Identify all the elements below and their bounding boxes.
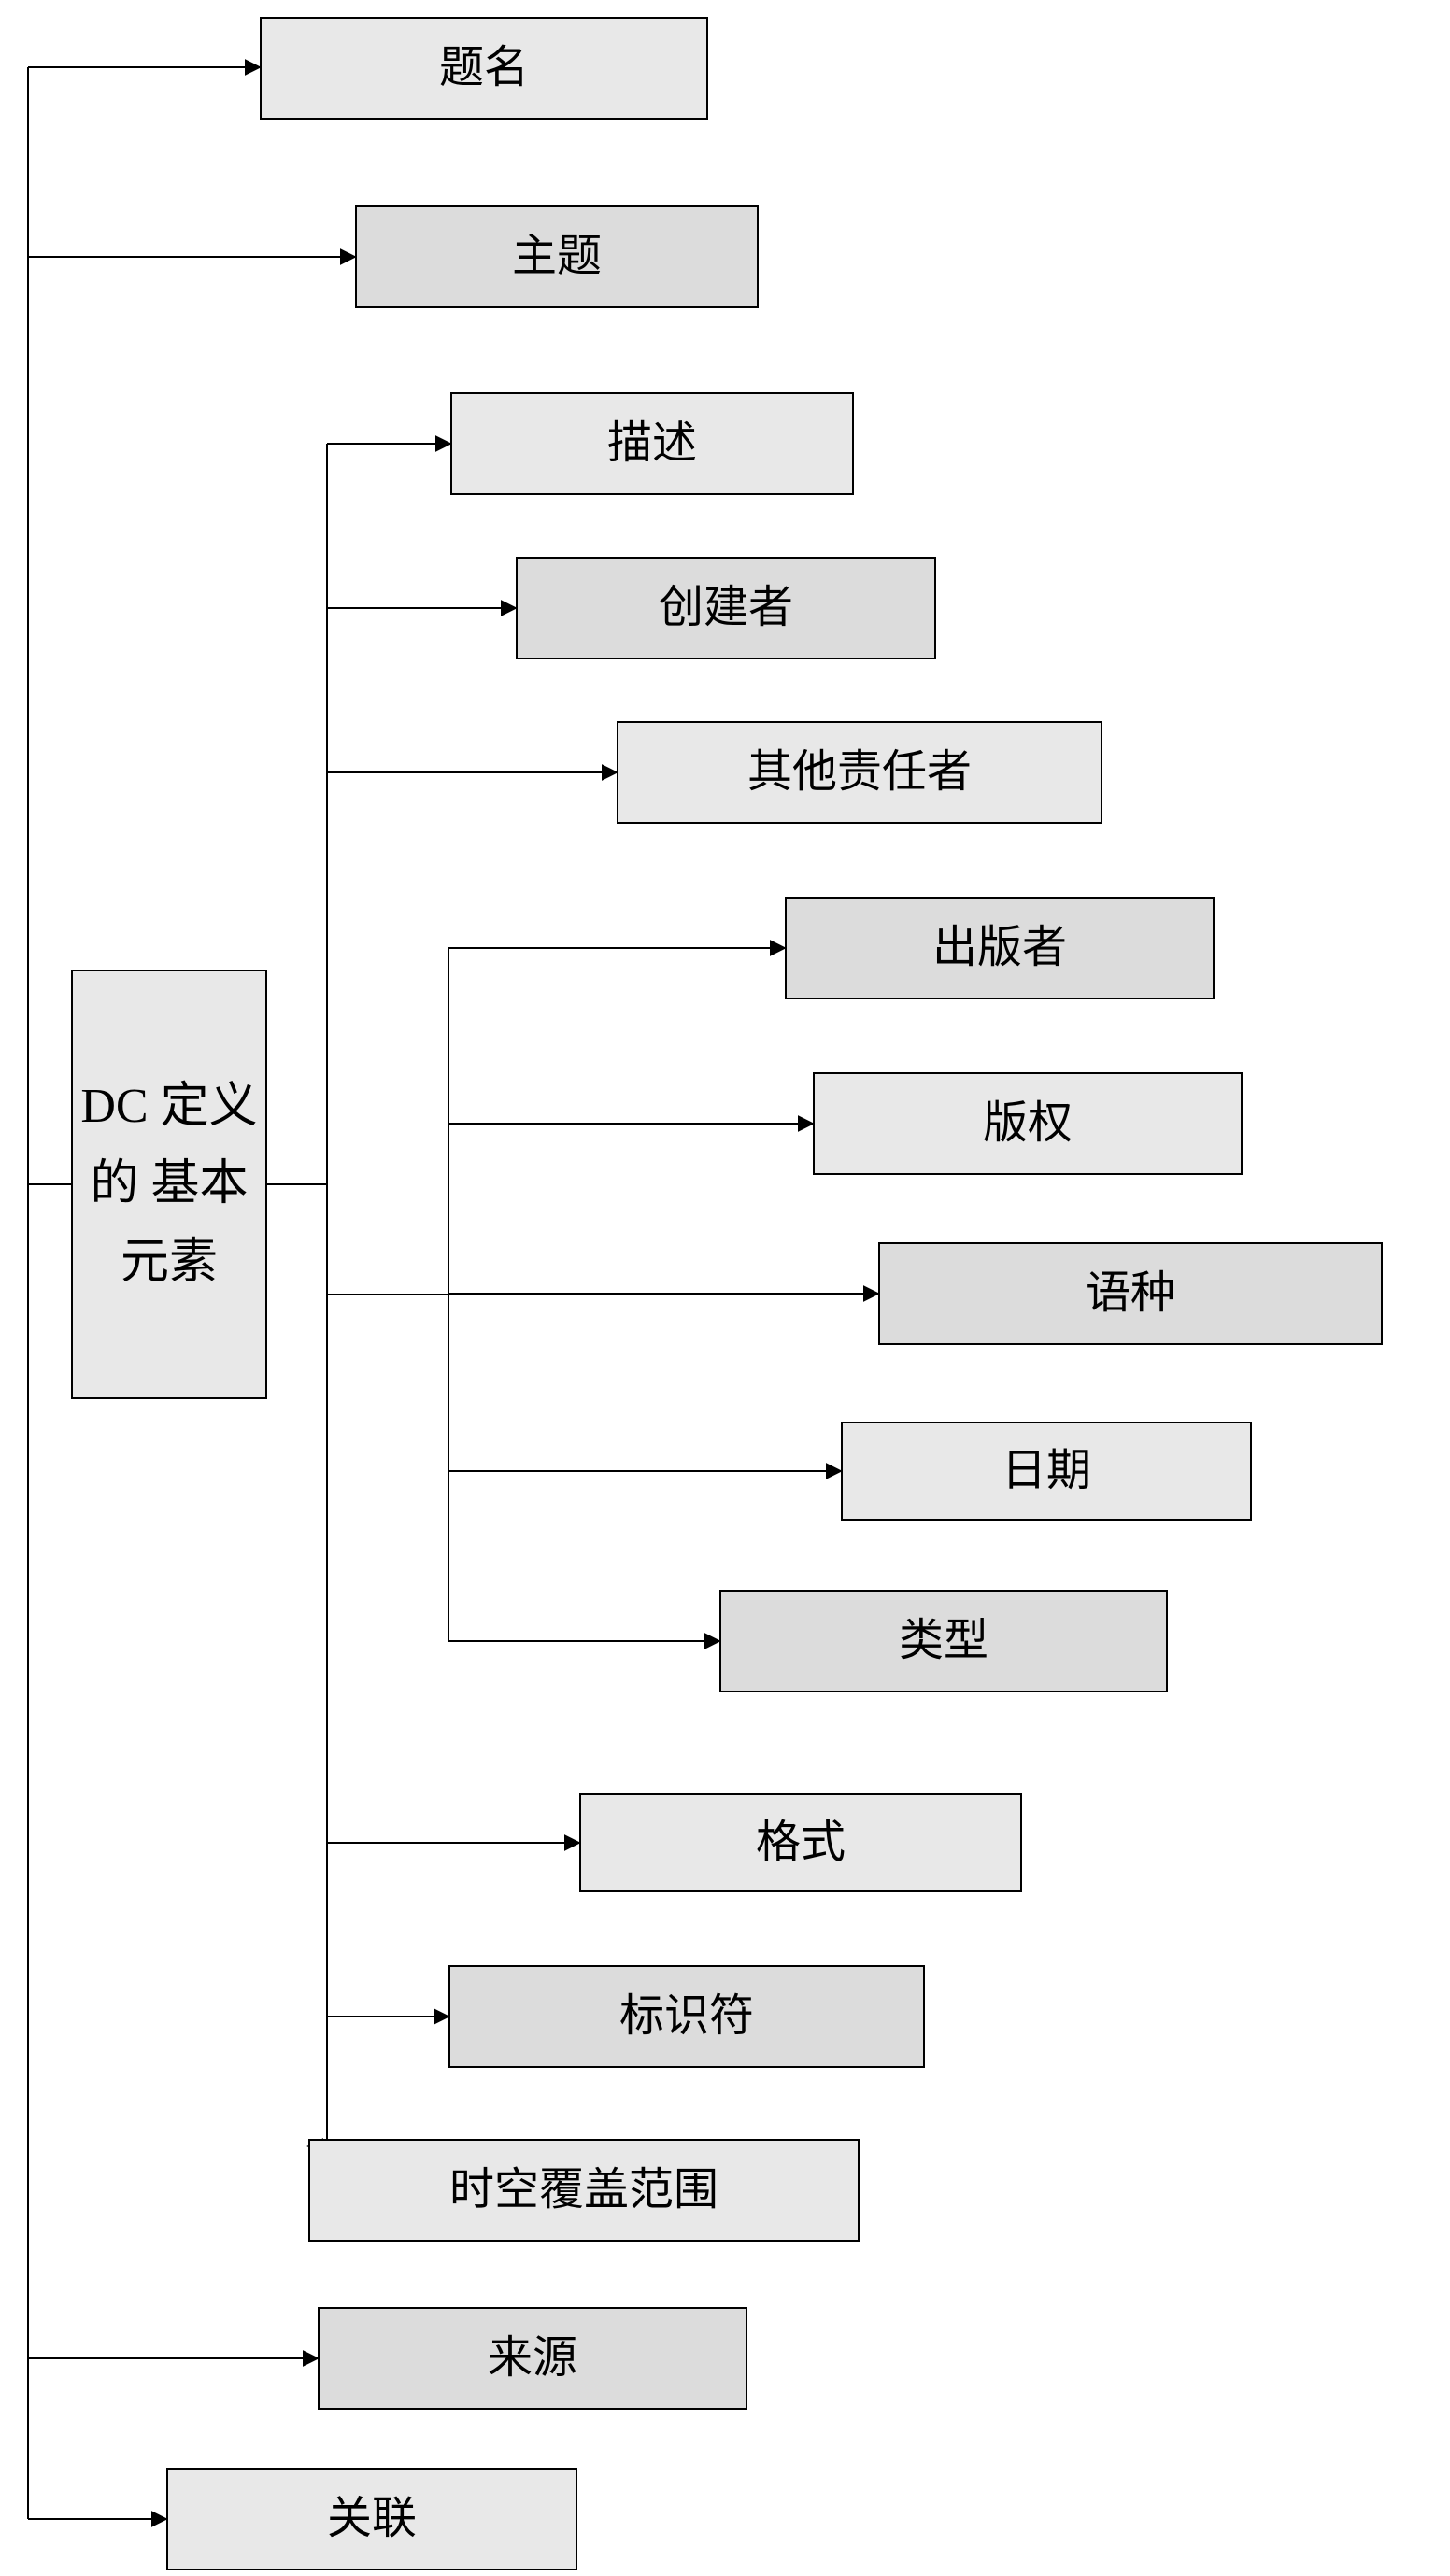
node-label: 题名 — [439, 39, 529, 97]
node-label: 日期 — [1002, 1442, 1091, 1500]
node-subject: 主题 — [355, 205, 759, 308]
node-date: 日期 — [841, 1422, 1252, 1521]
node-label: 标识符 — [619, 1988, 754, 2045]
node-contributor: 其他责任者 — [617, 721, 1102, 824]
node-language: 语种 — [878, 1242, 1383, 1345]
node-label: 时空覆盖范围 — [449, 2161, 718, 2219]
node-label: 其他责任者 — [747, 743, 972, 801]
node-source: 来源 — [318, 2307, 747, 2410]
node-description: 描述 — [450, 392, 854, 495]
node-label: 关联 — [327, 2490, 417, 2548]
node-label: 来源 — [488, 2329, 577, 2387]
node-relation: 关联 — [166, 2468, 577, 2570]
node-label: 版权 — [983, 1095, 1073, 1153]
node-type: 类型 — [719, 1590, 1168, 1692]
node-label: 主题 — [512, 228, 602, 286]
node-creator: 创建者 — [516, 557, 936, 659]
node-label: 格式 — [756, 1814, 846, 1872]
node-rights: 版权 — [813, 1072, 1243, 1175]
node-label: 语种 — [1086, 1265, 1175, 1323]
node-format: 格式 — [579, 1793, 1022, 1892]
node-title: 题名 — [260, 17, 708, 120]
root-label: DC 定义的 基本 元素 — [80, 1068, 258, 1301]
node-label: 创建者 — [659, 579, 793, 637]
node-coverage: 时空覆盖范围 — [308, 2139, 860, 2242]
node-publisher: 出版者 — [785, 897, 1215, 999]
root-node: DC 定义的 基本 元素 — [71, 970, 267, 1399]
node-label: 描述 — [607, 415, 697, 473]
node-label: 类型 — [899, 1612, 988, 1670]
node-identifier: 标识符 — [448, 1965, 925, 2068]
node-label: 出版者 — [932, 919, 1067, 977]
